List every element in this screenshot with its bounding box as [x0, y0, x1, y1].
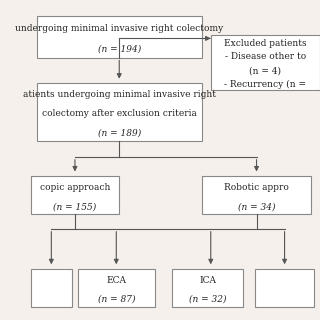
FancyBboxPatch shape — [36, 16, 202, 58]
Text: ICA: ICA — [199, 276, 216, 285]
Text: (n = 194): (n = 194) — [98, 45, 141, 54]
Text: (n = 34): (n = 34) — [238, 202, 275, 211]
Text: colectomy after exclusion criteria: colectomy after exclusion criteria — [42, 109, 197, 118]
Text: (n = 4): (n = 4) — [249, 66, 281, 75]
Text: Excluded patients: Excluded patients — [224, 39, 307, 48]
Text: - Recurrency (n =: - Recurrency (n = — [224, 80, 306, 89]
FancyBboxPatch shape — [172, 269, 243, 307]
Text: - Disease other to: - Disease other to — [225, 52, 306, 61]
FancyBboxPatch shape — [31, 269, 72, 307]
FancyBboxPatch shape — [31, 176, 119, 214]
FancyBboxPatch shape — [78, 269, 155, 307]
FancyBboxPatch shape — [36, 83, 202, 141]
Text: Robotic appro: Robotic appro — [224, 183, 289, 192]
Text: (n = 87): (n = 87) — [98, 295, 135, 304]
Text: (n = 189): (n = 189) — [98, 129, 141, 138]
Text: undergoing minimal invasive right colectomy: undergoing minimal invasive right colect… — [15, 24, 223, 33]
Text: atients undergoing minimal invasive right: atients undergoing minimal invasive righ… — [23, 90, 216, 99]
FancyBboxPatch shape — [211, 35, 320, 90]
FancyBboxPatch shape — [202, 176, 311, 214]
Text: ECA: ECA — [106, 276, 126, 285]
Text: (n = 155): (n = 155) — [53, 202, 97, 211]
Text: copic approach: copic approach — [40, 183, 110, 192]
FancyBboxPatch shape — [255, 269, 314, 307]
Text: (n = 32): (n = 32) — [189, 295, 227, 304]
